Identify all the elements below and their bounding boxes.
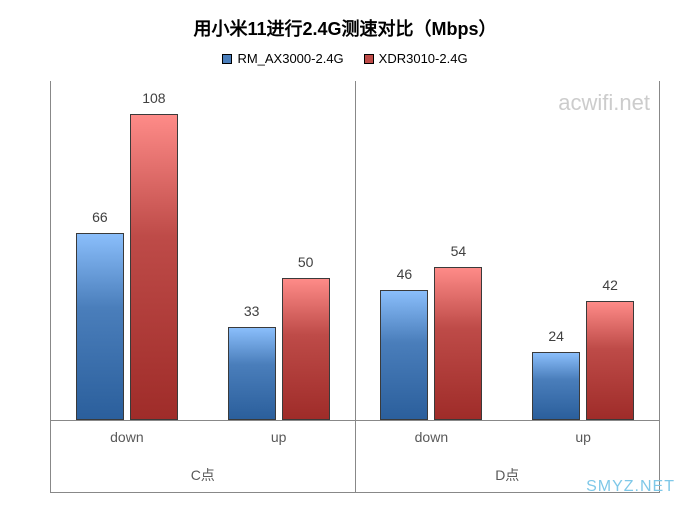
- bar: [76, 233, 124, 420]
- groups-wrap: 66108335046542442: [50, 81, 660, 421]
- bar: [130, 114, 178, 420]
- legend-label-0: RM_AX3000-2.4G: [237, 51, 343, 66]
- bar: [586, 301, 634, 420]
- bar: [434, 267, 482, 420]
- sub-group: 66108: [51, 81, 203, 420]
- legend-item-1: XDR3010-2.4G: [364, 51, 468, 66]
- bar-value-label: 42: [602, 277, 618, 293]
- bar-wrap: 24: [532, 352, 580, 420]
- bar-wrap: 46: [380, 290, 428, 420]
- sub-group: 4654: [356, 81, 508, 420]
- bar: [380, 290, 428, 420]
- main-axis-label: C点: [50, 457, 355, 493]
- sub-labels-row: downupdownup: [50, 421, 660, 457]
- sub-label-group: downup: [50, 421, 355, 457]
- bar-value-label: 108: [142, 90, 165, 106]
- bar-value-label: 33: [244, 303, 260, 319]
- sub-group: 2442: [507, 81, 659, 420]
- sub-axis-label: down: [356, 421, 508, 457]
- bar-wrap: 33: [228, 327, 276, 421]
- main-labels-row: C点D点: [50, 457, 660, 493]
- legend-item-0: RM_AX3000-2.4G: [222, 51, 343, 66]
- legend-label-1: XDR3010-2.4G: [379, 51, 468, 66]
- main-group: 46542442: [355, 81, 661, 421]
- legend-swatch-1: [364, 54, 374, 64]
- sub-label-group: downup: [355, 421, 661, 457]
- sub-axis-label: down: [51, 421, 203, 457]
- bar: [282, 278, 330, 420]
- bar-value-label: 66: [92, 209, 108, 225]
- bar-wrap: 42: [586, 301, 634, 420]
- bar-value-label: 46: [397, 266, 413, 282]
- axis-labels: downupdownup C点D点: [50, 421, 660, 493]
- bar-wrap: 50: [282, 278, 330, 420]
- bar: [532, 352, 580, 420]
- legend-swatch-0: [222, 54, 232, 64]
- bar-value-label: 54: [451, 243, 467, 259]
- chart-container: 用小米11进行2.4G测速对比（Mbps） RM_AX3000-2.4G XDR…: [0, 0, 690, 506]
- chart-title: 用小米11进行2.4G测速对比（Mbps）: [20, 15, 670, 41]
- plot-area: 66108335046542442: [50, 81, 660, 421]
- main-group: 661083350: [50, 81, 355, 421]
- bar-value-label: 50: [298, 254, 314, 270]
- bar-value-label: 24: [548, 328, 564, 344]
- bar-wrap: 108: [130, 114, 178, 420]
- bar-wrap: 54: [434, 267, 482, 420]
- sub-group: 3350: [203, 81, 355, 420]
- sub-axis-label: up: [507, 421, 659, 457]
- watermark-smyz: SMYZ.NET: [586, 478, 675, 496]
- watermark-acwifi: acwifi.net: [558, 90, 650, 116]
- bar-wrap: 66: [76, 233, 124, 420]
- bar: [228, 327, 276, 421]
- sub-axis-label: up: [203, 421, 355, 457]
- legend: RM_AX3000-2.4G XDR3010-2.4G: [20, 51, 670, 66]
